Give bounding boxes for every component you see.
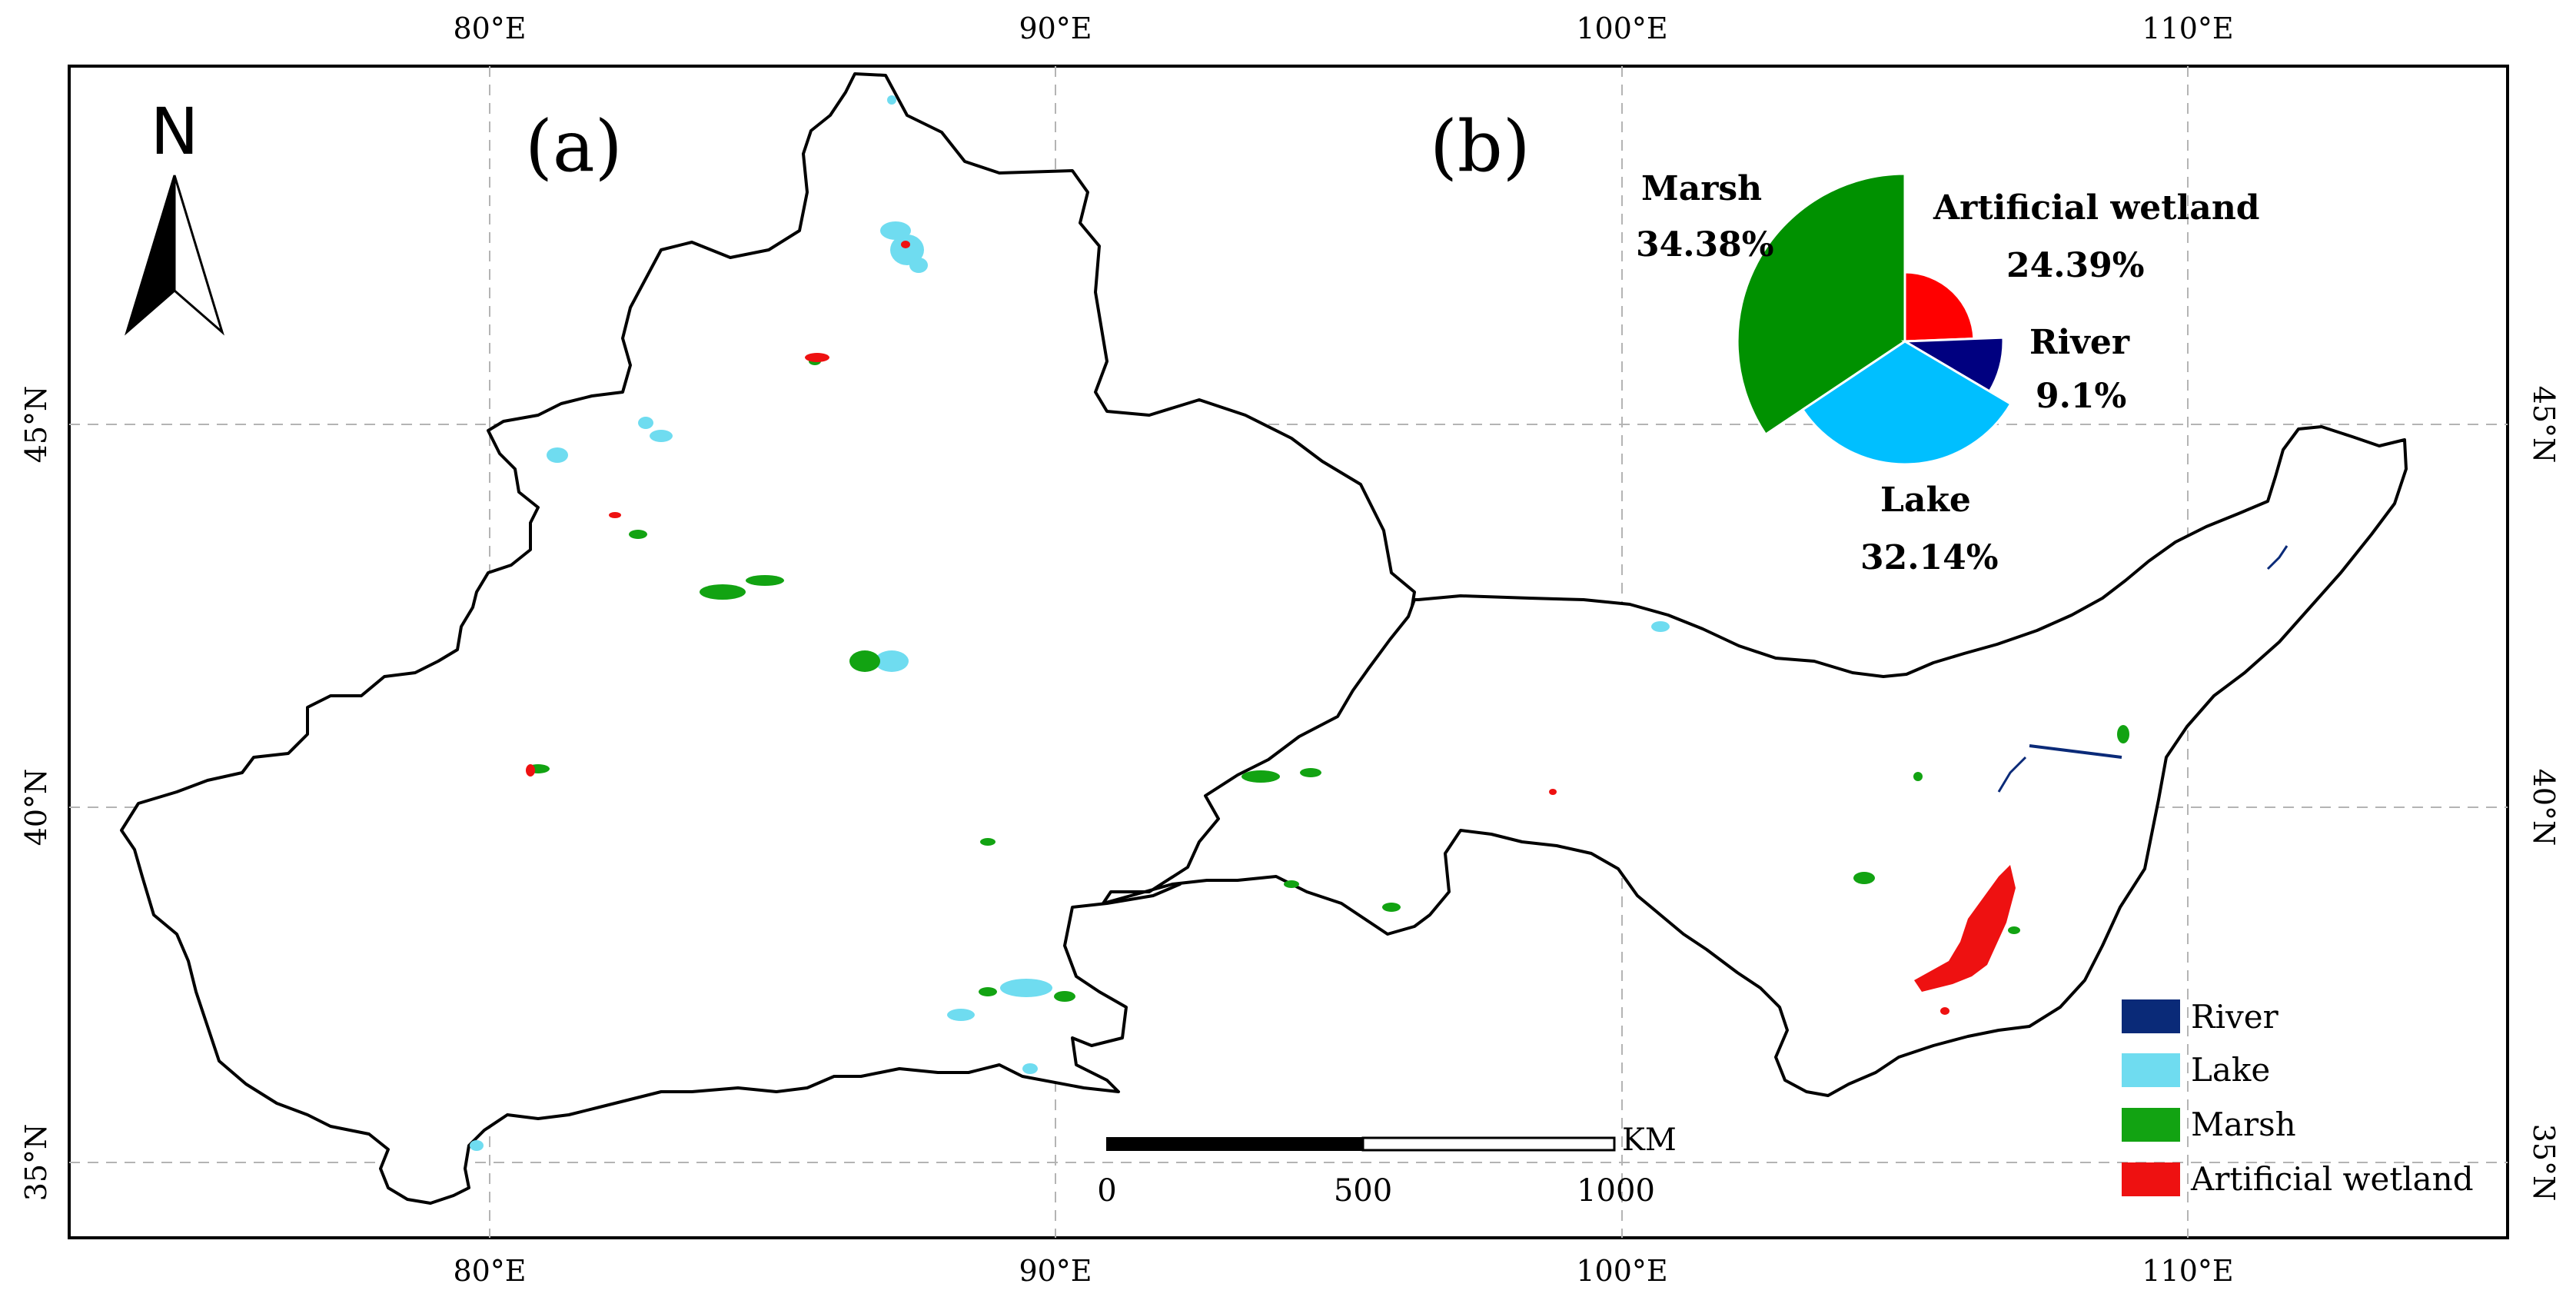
legend-label-marsh: Marsh (2191, 1106, 2296, 1143)
lon-label-top-100: 100°E (1576, 12, 1667, 45)
lake-patch (1022, 1063, 1038, 1074)
legend-label-river: River (2191, 998, 2279, 1036)
lon-label-bottom-110: 110°E (2142, 1254, 2233, 1288)
artificial-patch (609, 512, 621, 518)
scale-bar-tick-0: 0 (1097, 1173, 1116, 1209)
lake-patch (547, 447, 568, 463)
artificial-patch (805, 353, 829, 362)
pie-slice-lake (1800, 340, 2013, 466)
pie-label-marsh-percent: 34.38% (1636, 225, 1774, 264)
lon-label-bottom-90: 90°E (1019, 1254, 1092, 1288)
lake-patch (470, 1140, 484, 1151)
lat-label-left-45: 45°N (19, 386, 53, 464)
region-b-boundary (1102, 425, 2408, 1097)
pie-chart: Marsh 34.38% Artificial wetland 24.39% R… (1636, 169, 2260, 577)
lat-label-right-40: 40°N (2527, 769, 2561, 846)
legend: River Lake Marsh Artificial wetland (2122, 998, 2474, 1198)
pie-label-river-name: River (2029, 323, 2130, 362)
lake-patch (638, 417, 653, 429)
marsh-patch (1054, 991, 1075, 1002)
pie-label-artificial-percent: 24.39% (2006, 246, 2145, 285)
scale-bar-white-segment (1361, 1136, 1616, 1152)
marsh-patch (700, 584, 746, 600)
pie-label-artificial-name: Artificial wetland (1933, 188, 2260, 228)
north-arrow-label: N (151, 94, 199, 169)
marsh-patch (1913, 772, 1923, 781)
lon-label-bottom-100: 100°E (1576, 1254, 1667, 1288)
legend-swatch-river (2122, 999, 2180, 1033)
lake-patch (909, 258, 928, 273)
lake-patch (1651, 621, 1670, 632)
lat-label-right-35: 35°N (2527, 1124, 2561, 1202)
marsh-patch (1382, 903, 1401, 912)
north-arrow: N (125, 94, 224, 336)
north-arrow-right-half (173, 175, 224, 336)
marsh-patch (849, 650, 880, 672)
river-line (1997, 756, 2027, 793)
artificial-patch (1940, 1007, 1949, 1015)
marsh-patch (1284, 880, 1299, 888)
pie-slice-artificial-wetland (1903, 271, 1976, 343)
scale-bar-black-segment (1106, 1137, 1364, 1151)
lake-patch (650, 430, 673, 442)
pie-label-lake-name: Lake (1880, 481, 1971, 520)
scale-bar-tick-1000: 1000 (1577, 1173, 1655, 1209)
legend-swatch-lake (2122, 1053, 2180, 1087)
marsh-patch (1300, 768, 1321, 777)
marsh-patch (2008, 926, 2020, 934)
lake-patch (947, 1009, 975, 1021)
lake-patch (890, 234, 924, 265)
scale-bar: KM 0 500 1000 (1097, 1122, 1677, 1209)
panel-label-b: (b) (1430, 105, 1531, 188)
marsh-patch (980, 838, 995, 846)
marsh-patch (746, 575, 784, 586)
lat-label-left-35: 35°N (19, 1124, 53, 1202)
artificial-patch (1914, 865, 2016, 992)
pie-label-marsh-name: Marsh (1641, 169, 1762, 208)
legend-swatch-artificial-wetland (2122, 1162, 2180, 1196)
scale-bar-unit: KM (1622, 1122, 1677, 1158)
lon-label-top-80: 80°E (453, 12, 526, 45)
pie-label-river-percent: 9.1% (2036, 377, 2126, 416)
legend-label-artificial-wetland: Artificial wetland (2190, 1160, 2474, 1198)
lon-label-bottom-80: 80°E (453, 1254, 526, 1288)
legend-label-lake: Lake (2191, 1051, 2270, 1089)
lake-patch (887, 95, 896, 105)
marsh-patch (2117, 725, 2129, 743)
marsh-patch (1853, 872, 1875, 884)
lake-patch (875, 650, 909, 672)
artificial-patch (901, 241, 910, 248)
lat-label-left-40: 40°N (19, 769, 53, 846)
lon-label-top-90: 90°E (1019, 12, 1092, 45)
lat-label-right-45: 45°N (2527, 386, 2561, 464)
marsh-patch (979, 987, 997, 996)
artificial-patch (1549, 789, 1557, 795)
lake-patch (1000, 979, 1052, 997)
river-line (2266, 545, 2288, 570)
river-line (2029, 744, 2122, 759)
artificial-patch (526, 764, 535, 777)
legend-swatch-marsh (2122, 1108, 2180, 1142)
pie-label-lake-percent: 32.14% (1860, 538, 1999, 577)
scale-bar-tick-500: 500 (1334, 1173, 1392, 1209)
lake-patch (880, 221, 911, 240)
lon-label-top-110: 110°E (2142, 12, 2233, 45)
panel-label-a: (a) (525, 105, 623, 188)
marsh-patch (1241, 770, 1280, 783)
marsh-patch (629, 530, 647, 539)
pie-slices (1736, 172, 2013, 466)
wetland-patches (470, 95, 2288, 1151)
